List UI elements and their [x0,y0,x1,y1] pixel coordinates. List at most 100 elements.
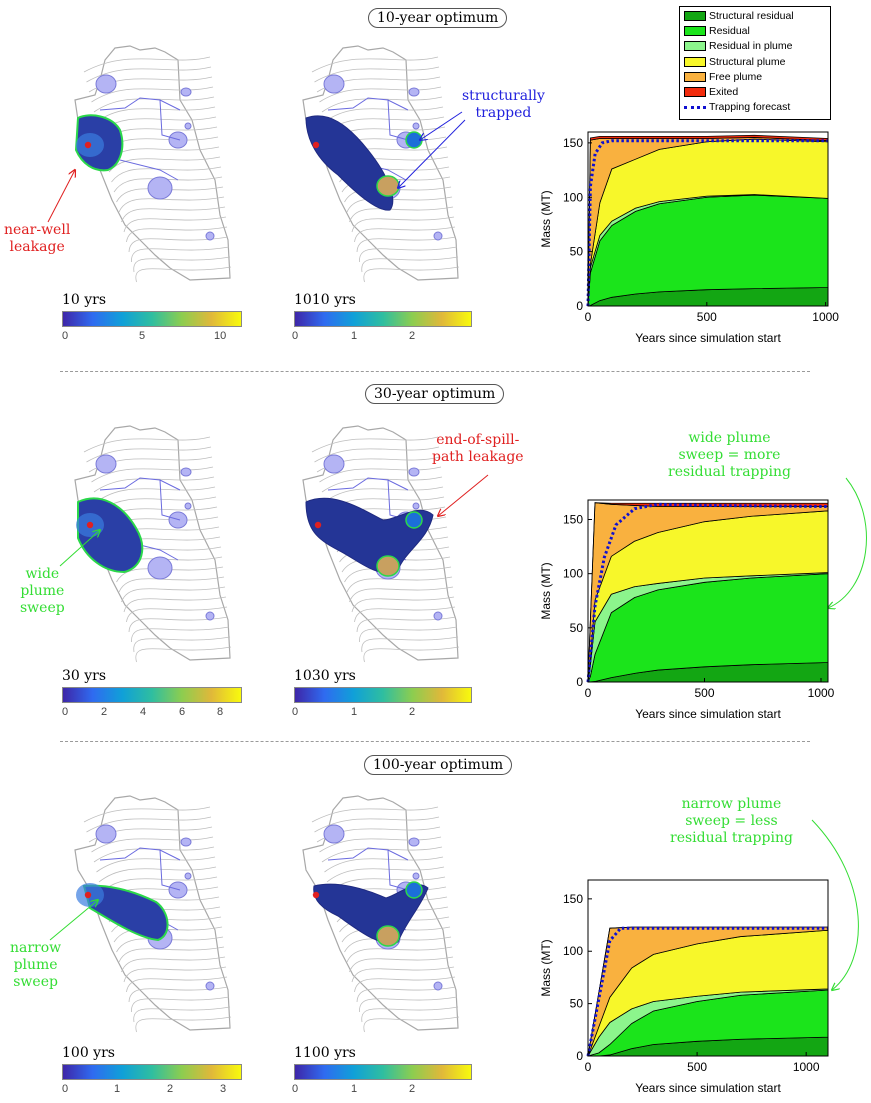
time-label-1100yr: 1100 yrs [294,1045,356,1061]
trap-region [180,87,192,97]
trapping-chart-30yr: 0 50 100 150 0 500 1000 Years since simulation … [539,499,835,721]
contour-line [83,806,211,823]
legend-item: Structural residual [684,10,794,22]
reservoir-outline [302,795,460,1033]
trap-region [433,611,443,621]
y-tick-label: 100 [563,190,583,204]
trap-region [408,467,420,477]
contour-line [311,56,439,73]
contour-line [349,956,454,973]
map-1100yr [302,795,460,1033]
contour-line [319,836,442,853]
contour-line [361,1006,459,1023]
injection-well [312,141,320,149]
trapping-forecast-line [586,139,828,307]
trapping-forecast-line [586,926,828,1057]
annotation-near-well-leakage: near-well leakage [4,222,71,255]
contour-line [359,996,458,1013]
colorbar-tick: 1 [351,1083,358,1095]
contour-line [361,636,459,653]
colorbar-tick: 2 [409,1083,416,1095]
trap-region [323,454,345,474]
x-tick-label: 1000 [808,686,835,700]
contour-line [135,1016,232,1033]
contour-line [123,596,227,613]
trap-region [323,824,345,844]
trapped-co2-small [405,881,423,899]
y-tick-label: 100 [563,567,583,581]
contour-line [98,866,217,883]
legend-swatch [684,71,706,82]
panel-1-heading: 10-year optimum [368,8,508,28]
contour-line [118,196,225,213]
legend-label: Residual in plume [709,40,793,53]
colorbar-1010yr [294,311,472,327]
contour-line [324,856,444,873]
legend-item: Free plume [684,71,762,83]
colorbar-10yr [62,311,242,327]
colorbar-tick: 2 [167,1083,174,1095]
map-1030yr [302,425,460,663]
legend-label: Residual [709,25,750,38]
contour-line [118,946,225,963]
contour-line [121,956,226,973]
contour-line [86,816,212,833]
colorbar-tick: 1 [351,330,358,342]
time-label-30yr: 30 yrs [62,668,107,684]
contour-line [118,576,225,593]
legend-label: Structural residual [709,10,794,22]
reservoir-outline [302,425,460,663]
colorbar-tick: 0 [292,706,299,718]
contour-line [131,626,230,643]
trap-region [412,122,420,130]
contour-line [131,996,230,1013]
x-tick-label: 0 [585,310,592,324]
injection-well [86,521,94,529]
trap-region [95,454,117,474]
colorbar-1100yr [294,1064,472,1080]
contour-line [126,226,228,243]
contour-line [363,266,460,283]
panel-2-heading: 30-year optimum [365,384,505,404]
trapped-co2-large [376,925,400,947]
annotation-end-of-spill-path: end-of-spill-path leakage [432,432,524,465]
contour-line [314,66,440,83]
y-tick-label: 150 [563,136,583,150]
time-label-100yr: 100 yrs [62,1045,115,1061]
legend-label: Structural plume [709,55,786,68]
co2-plume [305,115,394,211]
map-100yr [74,795,232,1033]
injection-well [84,141,92,149]
colorbar-tick: 10 [214,330,227,342]
contour-line [324,486,444,503]
trapped-co2-small [405,131,423,149]
y-tick-label: 50 [570,245,584,259]
y-tick-label: 50 [570,621,584,635]
colorbar-tick: 0 [62,330,69,342]
colorbar-tick: 5 [139,330,146,342]
contour-line [354,606,456,623]
contour-line [354,976,456,993]
legend-swatch [684,87,706,97]
contour-line [133,1006,231,1023]
contour-line [359,246,458,263]
trapping-chart-10yr: 0 50 100 150 0 500 1000 Years since simulation … [539,131,839,345]
map-30yr [74,425,232,663]
x-axis-label: Years since simulation start [635,331,781,345]
annotation-narrow-plume-sweep: narrow plume sweep [10,940,62,990]
annotation-less-residual-trapping: narrow plume sweep = less residual trappin… [670,796,793,846]
chart-legend: Structural residual Residual Residual in p… [679,6,831,120]
contour-line [126,976,228,993]
co2-plume [313,883,429,944]
contour-line [346,946,453,963]
colorbar-tick: 3 [220,1083,227,1095]
contour-line [135,646,232,663]
plot-frame [587,131,829,307]
y-axis-label: Mass (MT) [539,190,553,247]
y-axis-label: Mass (MT) [539,939,553,996]
contour-line [123,216,227,233]
x-tick-label: 0 [585,686,592,700]
x-tick-label: 0 [585,1060,592,1074]
contour-line [319,466,442,483]
contour-line [363,646,460,663]
